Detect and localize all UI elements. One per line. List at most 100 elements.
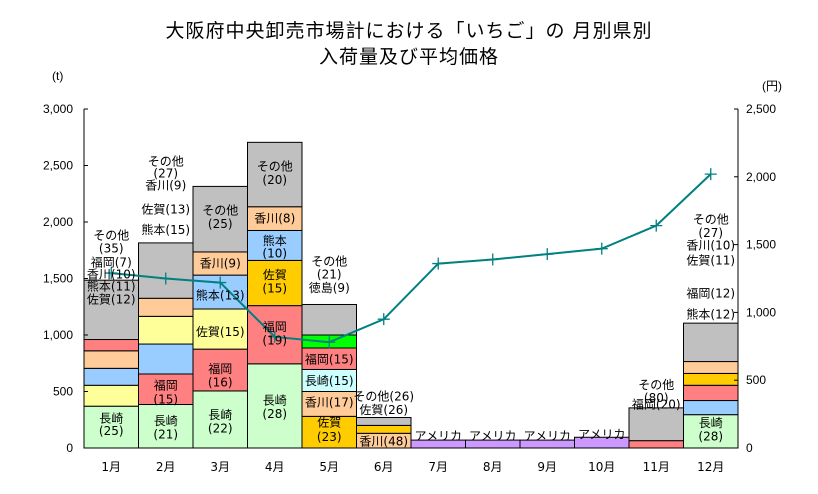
data-label: 長崎	[208, 408, 232, 422]
price-point-marker	[704, 168, 717, 181]
data-label: 長崎(15)	[305, 374, 354, 388]
price-point-marker	[595, 242, 608, 255]
x-axis-tick-label: 3月	[210, 460, 230, 474]
bar-segment	[628, 440, 684, 449]
bar-segment	[301, 303, 357, 336]
data-label: (19)	[262, 334, 287, 348]
x-axis-tick-label: 5月	[319, 460, 339, 474]
x-axis-tick-label: 6月	[374, 460, 394, 474]
price-point-marker	[323, 336, 336, 349]
x-axis-tick-label: 12月	[697, 460, 724, 474]
data-label: 長崎	[699, 416, 723, 430]
price-point-marker	[105, 267, 118, 280]
data-label: 熊本(13)	[196, 287, 245, 302]
data-label: 徳島(9)	[309, 280, 350, 295]
bar-segment	[192, 348, 248, 392]
left-axis-tick-label: 2,500	[43, 159, 73, 173]
price-line	[111, 173, 712, 344]
data-label: (80)	[644, 391, 669, 405]
data-label: (27)	[153, 166, 178, 180]
price-point-marker	[268, 330, 281, 343]
bar-segment	[138, 242, 194, 299]
data-label: その他	[311, 254, 347, 268]
data-label: 福岡(20)	[632, 396, 681, 411]
x-axis-tick-label: 9月	[537, 460, 557, 474]
data-label: (21)	[153, 427, 178, 441]
bar-segment	[192, 308, 248, 350]
data-label: (21)	[317, 267, 342, 281]
data-label: 香川(10)	[87, 267, 136, 281]
data-label: 香川(17)	[305, 396, 354, 410]
data-label: 佐賀(11)	[686, 253, 735, 267]
data-label: 佐賀(15)	[196, 325, 245, 339]
bar-segment	[683, 400, 739, 416]
data-label: (15)	[153, 392, 178, 406]
price-point-marker	[159, 272, 172, 285]
bar-segment	[247, 259, 303, 307]
data-label: 香川(8)	[254, 211, 295, 225]
bar-segment	[247, 363, 303, 449]
bar-segment	[356, 424, 412, 434]
x-axis-tick-label: 11月	[643, 460, 670, 474]
left-axis-tick-label: 2,000	[43, 215, 73, 229]
data-label: 佐賀(26)	[359, 403, 408, 417]
data-label: (23)	[317, 430, 342, 444]
chart-title: 大阪府中央卸売市場計における「いちご」の 月別県別 入荷量及び平均価格	[0, 18, 818, 70]
data-label: アメリカ	[415, 429, 462, 443]
data-label: (16)	[208, 375, 233, 389]
x-axis-tick-label: 1月	[101, 460, 121, 474]
bar-segment	[83, 384, 139, 407]
bar-segment	[83, 350, 139, 369]
data-label: アメリカ	[469, 429, 516, 443]
bar-segment	[138, 343, 194, 375]
bar-segment	[192, 185, 248, 253]
data-label: 香川(9)	[200, 257, 241, 271]
axes-layer: 0 500 1,000 1,500 2,000 2,500 3,000 0 500 1,000 1,…	[43, 102, 776, 474]
data-label: 香川(10)	[686, 239, 735, 253]
data-label: (28)	[262, 407, 287, 421]
x-axis-tick-label: 2月	[156, 460, 176, 474]
bar-segment	[83, 339, 139, 352]
bar-segment	[683, 361, 739, 374]
x-axis-tick-label: 4月	[265, 460, 285, 474]
data-label: 佐賀	[317, 415, 341, 429]
right-axis-tick-label: 2,500	[746, 102, 776, 116]
data-label: 熊本(12)	[686, 307, 735, 322]
bar-segment	[138, 297, 194, 317]
bar-segment	[356, 416, 412, 426]
data-label: 佐賀(13)	[141, 202, 190, 216]
data-label: 熊本(11)	[87, 278, 136, 293]
x-axis-tick-label: 7月	[428, 460, 448, 474]
left-axis-tick-label: 1,000	[43, 328, 73, 342]
left-axis-tick-label: 0	[66, 441, 73, 455]
bar-segment	[683, 372, 739, 386]
data-label: 香川(48)	[359, 435, 408, 449]
price-line-layer	[105, 168, 717, 349]
price-point-marker	[650, 219, 663, 232]
bar-segment	[138, 315, 194, 345]
data-label: (25)	[99, 424, 124, 438]
bar-segment	[683, 322, 739, 363]
data-label: 熊本	[263, 233, 287, 248]
right-axis-tick-label: 1,000	[746, 305, 776, 319]
data-label: 福岡(15)	[305, 352, 354, 367]
price-point-marker	[214, 276, 227, 289]
data-label: 長崎	[99, 411, 123, 425]
data-label: (27)	[698, 226, 723, 240]
data-label: 福岡(7)	[91, 255, 132, 270]
chart-title-line-2: 入荷量及び平均価格	[318, 46, 499, 68]
right-axis-tick-label: 500	[746, 373, 766, 387]
data-label: 福岡(12)	[686, 286, 735, 301]
data-label: (15)	[262, 282, 287, 296]
bars-layer	[83, 141, 739, 449]
chart-title-line-1: 大阪府中央卸売市場計における「いちご」の 月別県別	[165, 20, 653, 42]
data-label: その他	[148, 154, 184, 168]
data-label: (20)	[262, 173, 287, 187]
data-label: 福岡	[263, 319, 287, 334]
bar-segment	[628, 407, 684, 442]
data-label: 佐賀(12)	[87, 292, 136, 306]
data-label: その他	[93, 228, 129, 242]
x-axis-tick-label: 8月	[483, 460, 503, 474]
right-axis-tick-label: 0	[746, 441, 753, 455]
